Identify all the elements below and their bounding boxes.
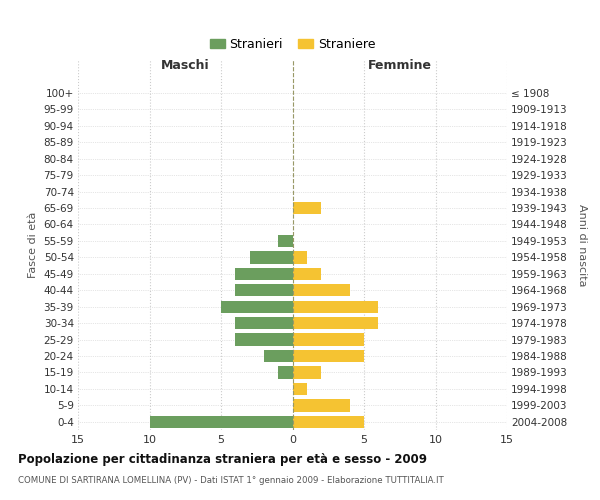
Bar: [293, 366, 321, 378]
Text: Maschi: Maschi: [161, 58, 209, 71]
Bar: [264, 350, 293, 362]
Bar: [293, 202, 321, 214]
Bar: [235, 334, 293, 345]
Bar: [278, 366, 293, 378]
Bar: [293, 284, 350, 296]
Bar: [221, 300, 293, 313]
Bar: [293, 416, 364, 428]
Text: Femmine: Femmine: [368, 58, 432, 71]
Text: COMUNE DI SARTIRANA LOMELLINA (PV) - Dati ISTAT 1° gennaio 2009 - Elaborazione T: COMUNE DI SARTIRANA LOMELLINA (PV) - Dat…: [18, 476, 444, 485]
Bar: [293, 251, 307, 264]
Legend: Stranieri, Straniere: Stranieri, Straniere: [205, 33, 380, 56]
Bar: [293, 334, 364, 345]
Bar: [293, 268, 321, 280]
Bar: [293, 317, 379, 330]
Bar: [149, 416, 293, 428]
Y-axis label: Anni di nascita: Anni di nascita: [577, 204, 587, 286]
Bar: [293, 382, 307, 395]
Bar: [235, 317, 293, 330]
Bar: [293, 350, 364, 362]
Bar: [250, 251, 293, 264]
Bar: [293, 399, 350, 411]
Bar: [293, 300, 379, 313]
Bar: [235, 268, 293, 280]
Text: Popolazione per cittadinanza straniera per età e sesso - 2009: Popolazione per cittadinanza straniera p…: [18, 452, 427, 466]
Bar: [235, 284, 293, 296]
Y-axis label: Fasce di età: Fasce di età: [28, 212, 38, 278]
Bar: [278, 234, 293, 247]
